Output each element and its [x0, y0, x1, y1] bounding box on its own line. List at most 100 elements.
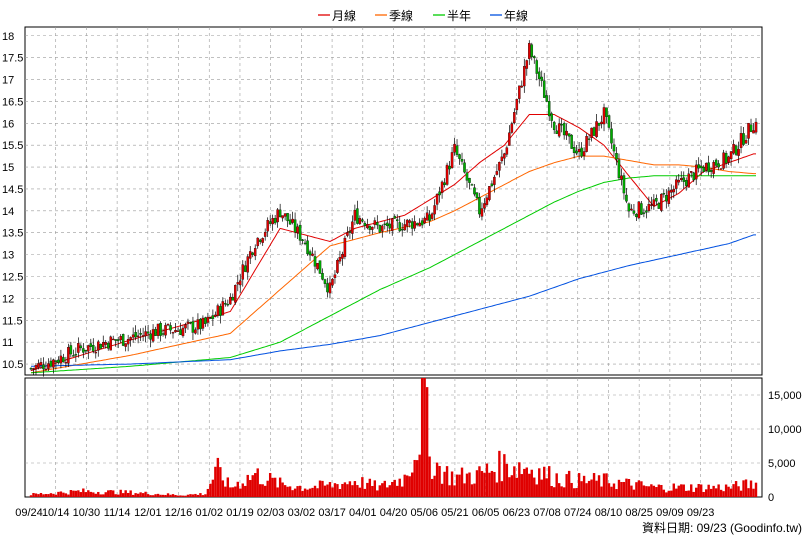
candle [445, 162, 449, 186]
x-tick-label: 01/02 [195, 507, 223, 519]
candle-body [333, 274, 337, 278]
candle-body [149, 333, 152, 340]
candle [69, 341, 73, 358]
candle-body [684, 180, 688, 186]
candle-body [682, 177, 685, 182]
candle [435, 193, 439, 211]
candle [607, 114, 611, 130]
candle-body [67, 347, 70, 364]
volume-bar [236, 481, 239, 497]
candle-body [495, 171, 499, 175]
volume-bar [635, 482, 638, 497]
candle [94, 346, 98, 359]
candle [547, 95, 551, 122]
candle-body [670, 189, 673, 193]
volume-bar [74, 490, 78, 497]
volume-bar [32, 493, 35, 497]
candle [513, 108, 516, 125]
candle-body [84, 349, 88, 352]
volume-bar [470, 484, 474, 497]
candle-body [428, 214, 431, 221]
candle [493, 174, 496, 193]
x-tick-label: 04/01 [349, 507, 377, 519]
candle-body [560, 124, 563, 126]
candle-body [692, 172, 695, 181]
candle [306, 235, 309, 256]
volume-bar [102, 494, 105, 497]
volume-bar [665, 492, 668, 497]
candle-body [246, 256, 250, 273]
volume-bar [438, 466, 441, 497]
volume-bar [518, 462, 521, 497]
candle-body [29, 367, 33, 370]
candle-body [371, 226, 374, 230]
candle [216, 303, 220, 318]
candle-body [595, 121, 598, 138]
price-y-tick-label: 10.5 [2, 359, 23, 371]
volume-bar [42, 494, 45, 497]
candle-body [286, 213, 289, 222]
volume-bar [383, 480, 386, 497]
candle [281, 215, 284, 222]
volume-bar [57, 491, 60, 497]
volume-bar [376, 490, 379, 497]
volume-bar [410, 472, 414, 497]
candle-body [630, 208, 633, 211]
candle-body [308, 251, 312, 256]
candle [443, 178, 446, 188]
volume-bar [126, 492, 130, 497]
candle [650, 196, 653, 210]
candle [149, 330, 152, 348]
volume-bar [301, 490, 304, 497]
candle-body [403, 224, 406, 231]
candle-body [169, 325, 172, 331]
candle [483, 198, 486, 213]
candle [121, 333, 125, 347]
candle [694, 160, 698, 186]
candle [184, 322, 187, 334]
candle [62, 353, 65, 363]
candle-body [734, 145, 738, 155]
candle [717, 160, 720, 171]
candle [724, 150, 728, 169]
candle-body [196, 319, 200, 330]
candle-body [97, 341, 100, 351]
candle-body [727, 156, 730, 163]
candle [675, 175, 678, 195]
candle [480, 202, 484, 221]
price-y-tick-label: 13 [2, 250, 14, 262]
candle [176, 327, 180, 332]
candle [615, 147, 618, 166]
candle [652, 194, 656, 210]
candle-body [124, 343, 127, 347]
candle-body [106, 342, 110, 349]
candle-body [667, 190, 671, 204]
volume-bar [59, 491, 63, 497]
candle [448, 161, 451, 175]
candle-body [423, 217, 426, 224]
candle-body [338, 257, 342, 262]
candle-body [144, 331, 147, 337]
candle [637, 201, 641, 220]
candle [752, 123, 755, 134]
price-y-axis: 18 17.5 17 16.5 16 15.5 15 14.5 14 13.5 13 12.5 12 11… [2, 31, 23, 371]
volume-bar [403, 474, 406, 497]
volume-bar [617, 479, 621, 497]
volume-bar [396, 485, 399, 497]
candle-body [620, 175, 623, 180]
candle-body [328, 282, 332, 294]
candle-body [652, 199, 656, 206]
candle [32, 367, 35, 376]
volume-bar [585, 483, 588, 497]
candle-body [326, 283, 329, 293]
candle-body [258, 239, 262, 242]
volume-bar [695, 487, 698, 497]
volume-bar [144, 491, 147, 497]
volume-bar [754, 482, 758, 497]
candle [199, 318, 202, 335]
candle [413, 215, 416, 232]
volume-bar [72, 490, 75, 497]
candle [159, 321, 162, 342]
volume-bar [47, 494, 50, 497]
